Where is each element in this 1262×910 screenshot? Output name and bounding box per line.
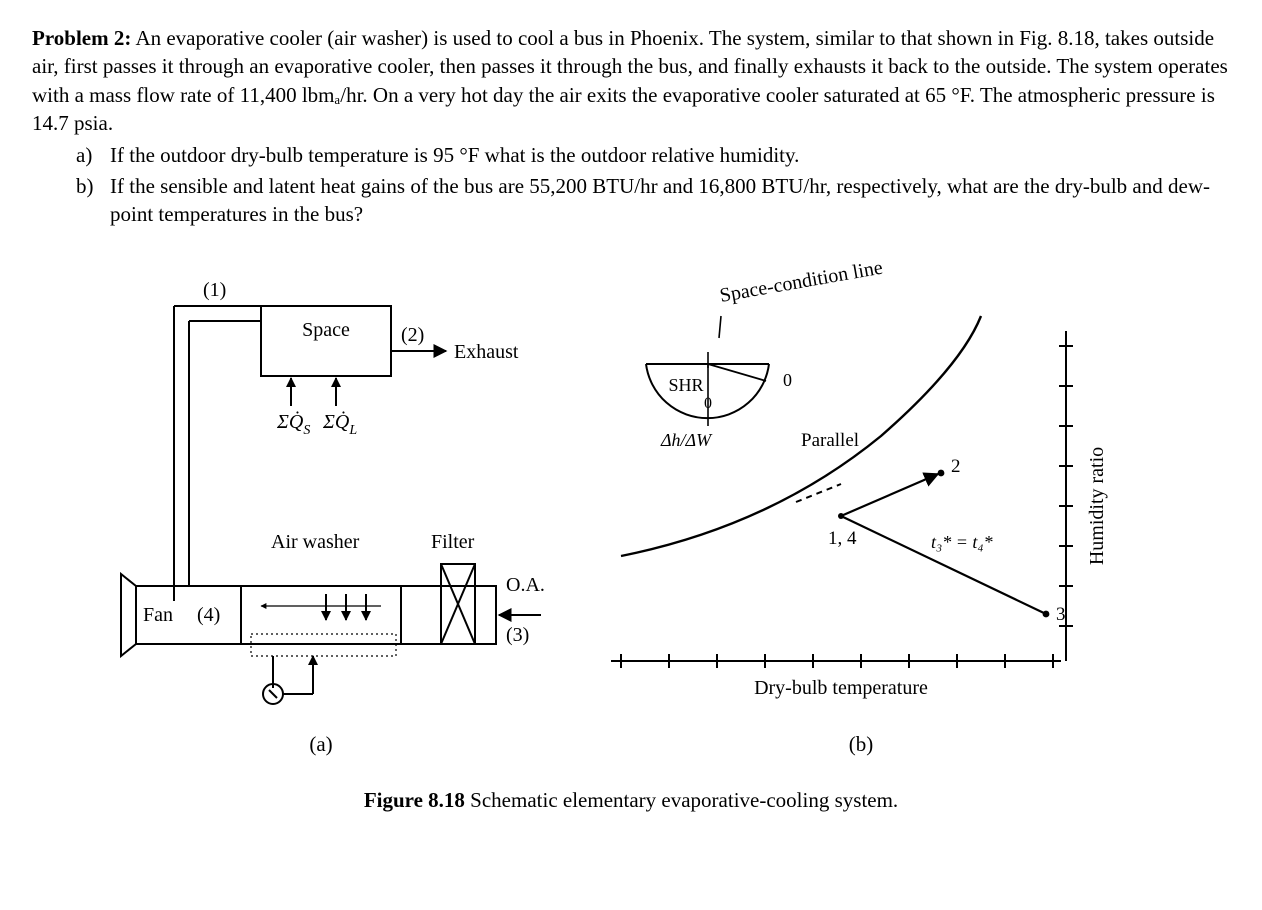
subpart-b-marker: b) bbox=[76, 172, 110, 229]
shr-zero1: 0 bbox=[704, 395, 712, 412]
pt2: (2) bbox=[401, 324, 424, 346]
problem-statement: Problem 2: An evaporative cooler (air wa… bbox=[32, 24, 1230, 137]
airwasher-label: Air washer bbox=[271, 531, 360, 553]
diagram-a: Space ΣQ̇S ΣQ̇L (1) (2) Exhaust Fan (4) … bbox=[121, 279, 545, 756]
pt3: (3) bbox=[506, 624, 529, 646]
sublabel-a: (a) bbox=[309, 732, 332, 756]
diagram-b: Dry-bulb temperature Humidity ratio SHR … bbox=[611, 257, 1108, 756]
pt3-label: 3 bbox=[1056, 604, 1066, 625]
ylabel: Humidity ratio bbox=[1086, 447, 1108, 565]
fan-label: Fan bbox=[143, 604, 173, 626]
problem-label: Problem 2: bbox=[32, 26, 131, 50]
figure-caption-bold: Figure 8.18 bbox=[364, 788, 465, 812]
figure-caption: Figure 8.18 Schematic elementary evapora… bbox=[32, 786, 1230, 814]
subpart-a-marker: a) bbox=[76, 141, 110, 169]
figure-svg: Space ΣQ̇S ΣQ̇L (1) (2) Exhaust Fan (4) … bbox=[101, 246, 1161, 786]
sublabel-b: (b) bbox=[849, 732, 874, 756]
shr-label: SHR bbox=[668, 375, 703, 395]
pt2-label: 2 bbox=[951, 456, 961, 477]
figure-container: Space ΣQ̇S ΣQ̇L (1) (2) Exhaust Fan (4) … bbox=[101, 246, 1161, 786]
sigma-qs: ΣQ̇S bbox=[276, 410, 310, 438]
sigma-ql: ΣQ̇L bbox=[322, 410, 357, 438]
problem-text: An evaporative cooler (air washer) is us… bbox=[32, 26, 1228, 135]
xlabel: Dry-bulb temperature bbox=[754, 677, 928, 699]
pt1: (1) bbox=[203, 279, 226, 301]
oa-label: O.A. bbox=[506, 574, 545, 596]
shr-zero2: 0 bbox=[783, 370, 792, 390]
figure-caption-rest: Schematic elementary evaporative-cooling… bbox=[465, 788, 898, 812]
pt14-label: 1, 4 bbox=[828, 528, 857, 549]
space-cond-label: Space-condition line bbox=[718, 257, 884, 307]
dhdw-label: Δh/ΔW bbox=[660, 430, 713, 450]
subpart-b: b) If the sensible and latent heat gains… bbox=[76, 172, 1230, 229]
subpart-a-text: If the outdoor dry-bulb temperature is 9… bbox=[110, 141, 799, 169]
subpart-b-text: If the sensible and latent heat gains of… bbox=[110, 172, 1230, 229]
exhaust-label: Exhaust bbox=[454, 341, 519, 363]
pt4: (4) bbox=[197, 604, 220, 626]
space-label: Space bbox=[302, 319, 350, 341]
pt3prime-label: t₃* = t₄* bbox=[931, 532, 993, 552]
parallel-label: Parallel bbox=[801, 430, 859, 451]
subpart-a: a) If the outdoor dry-bulb temperature i… bbox=[76, 141, 1230, 169]
filter-label: Filter bbox=[431, 531, 475, 553]
subparts-list: a) If the outdoor dry-bulb temperature i… bbox=[76, 141, 1230, 228]
